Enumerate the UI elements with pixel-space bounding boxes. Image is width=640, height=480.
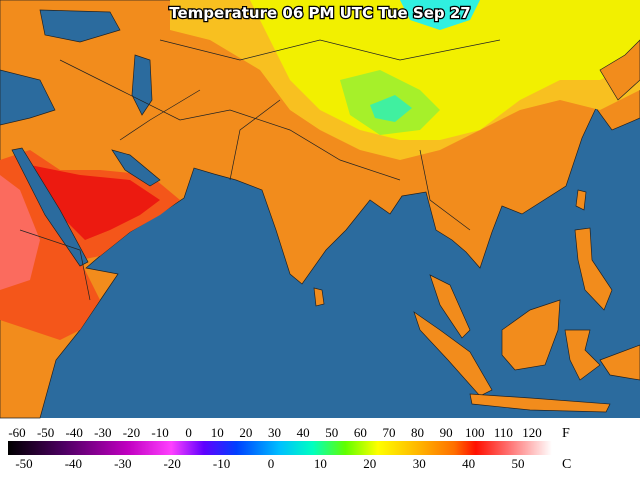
fahrenheit-tick-label: 80	[411, 425, 424, 440]
island	[429, 274, 471, 339]
sea	[131, 54, 153, 116]
island	[574, 227, 613, 311]
celsius-tick-label: 20	[363, 456, 376, 471]
island	[575, 189, 587, 211]
fahrenheit-tick-label: -60	[8, 425, 25, 440]
celsius-tick-label: 50	[512, 456, 525, 471]
celsius-tick-label: -50	[15, 456, 32, 471]
island	[469, 393, 611, 413]
fahrenheit-tick-label: 60	[354, 425, 367, 440]
fahrenheit-tick-label: -50	[37, 425, 54, 440]
fahrenheit-tick-label: 50	[325, 425, 338, 440]
map-title: Temperature 06 PM UTC Tue Sep 27	[169, 4, 470, 22]
celsius-tick-label: 40	[462, 456, 475, 471]
island	[599, 39, 640, 101]
sea	[39, 9, 121, 43]
island	[413, 311, 493, 397]
cold-top	[400, 0, 480, 30]
island	[599, 344, 640, 381]
island	[313, 287, 325, 307]
celsius-tick-label: -30	[114, 456, 131, 471]
fahrenheit-tick-label: 110	[494, 425, 513, 440]
fahrenheit-tick-label: 0	[185, 425, 192, 440]
color-scale	[8, 441, 552, 455]
celsius-tick-label: -20	[164, 456, 181, 471]
celsius-tick-label: -40	[65, 456, 82, 471]
celsius-tick-label: -10	[213, 456, 230, 471]
fahrenheit-tick-label: -30	[94, 425, 111, 440]
warm-region	[0, 175, 40, 290]
celsius-tick-label: 30	[413, 456, 426, 471]
fahrenheit-unit: F	[562, 426, 570, 441]
island	[564, 329, 601, 381]
celsius-unit: C	[562, 457, 571, 472]
fahrenheit-tick-label: 40	[297, 425, 310, 440]
fahrenheit-tick-label: 70	[382, 425, 395, 440]
fahrenheit-tick-label: -10	[151, 425, 168, 440]
sea	[0, 69, 56, 126]
sea	[11, 147, 89, 267]
map-area	[0, 0, 640, 419]
sea	[111, 149, 161, 187]
celsius-tick-label: 10	[314, 456, 327, 471]
fahrenheit-tick-label: 90	[440, 425, 453, 440]
fahrenheit-tick-label: -40	[66, 425, 83, 440]
fahrenheit-tick-label: 10	[211, 425, 224, 440]
island	[501, 299, 561, 371]
scale-ticks: -60 -50 -40 -30 -20 -10 0 10 20 30 40 50 60 70 80 90 100…	[8, 425, 541, 471]
fahrenheit-tick-label: 120	[522, 425, 542, 440]
celsius-tick-label: 0	[268, 456, 275, 471]
colder-region	[370, 95, 412, 122]
hottest-region	[30, 165, 160, 240]
borders	[19, 39, 501, 301]
fahrenheit-tick-label: 20	[239, 425, 252, 440]
fahrenheit-tick-label: 30	[268, 425, 281, 440]
fahrenheit-tick-label: 100	[465, 425, 485, 440]
fahrenheit-tick-label: -20	[123, 425, 140, 440]
